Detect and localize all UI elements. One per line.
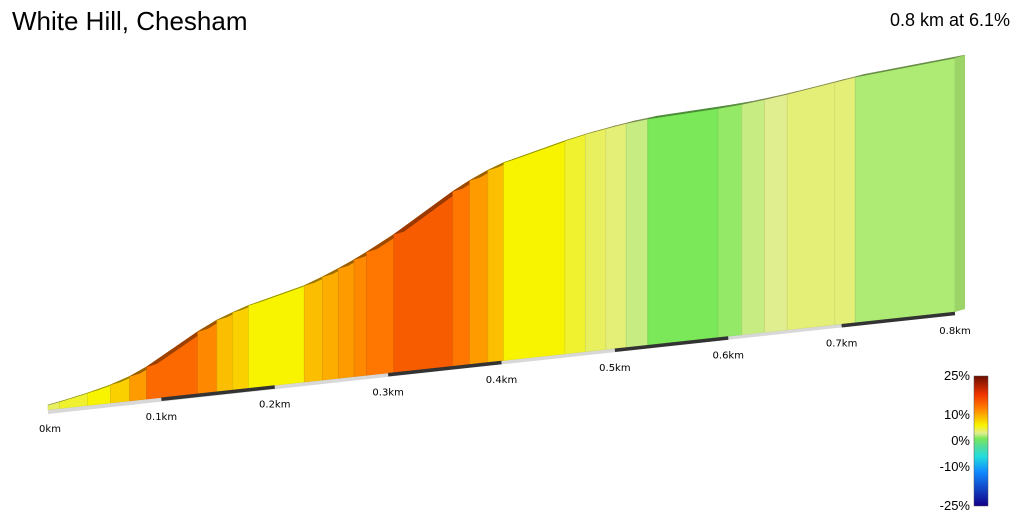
axis-interval-bar [841,311,956,328]
legend-label: 0% [951,433,970,448]
legend-colorbar [973,375,989,507]
gradient-segment [786,79,845,331]
gradient-segment [854,54,966,324]
tick-label: 0km [39,424,61,435]
legend-label: -10% [940,459,971,474]
legend-label: 10% [944,407,970,422]
chart-subtitle: 0.8 km at 6.1% [889,10,1010,30]
gradient-legend: 25% 10% 0% -10% -25% [940,368,989,512]
tick-label: 0.4km [486,375,517,386]
tick-label: 0.1km [146,412,177,423]
axis-interval-bar [387,360,502,377]
legend-label: -25% [940,498,971,512]
axis-interval-bar [614,336,729,352]
tick-label: 0.8km [939,326,970,337]
distance-ticks: 0km 0.1km 0.2km 0.3km 0.4km 0.5km 0.6km 0.7km 0.… [39,326,971,435]
legend-label: 25% [944,368,970,383]
tick-label: 0.3km [372,387,403,398]
tick-label: 0.5km [599,363,630,374]
tick-label: 0.7km [826,338,857,349]
gradient-segment [647,105,729,346]
tick-label: 0.6km [713,351,744,362]
gradient-segment [393,188,463,373]
chart-title: White Hill, Chesham [12,6,248,36]
gradient-segment [503,137,576,362]
profile-end-face [955,55,965,312]
tick-label: 0.2km [259,400,290,411]
distance-axis [48,311,956,414]
axis-interval-bar [161,385,275,401]
gradient-segments [47,54,966,411]
